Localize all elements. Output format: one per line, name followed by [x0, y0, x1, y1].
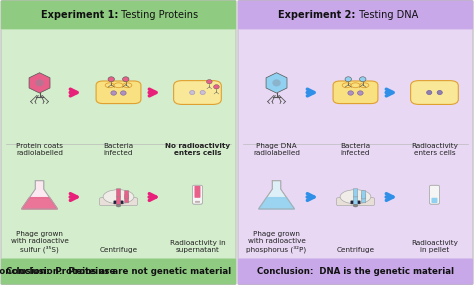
FancyBboxPatch shape: [194, 186, 201, 198]
FancyBboxPatch shape: [116, 197, 121, 205]
Ellipse shape: [214, 85, 219, 89]
Ellipse shape: [35, 79, 44, 86]
FancyBboxPatch shape: [353, 197, 358, 205]
FancyBboxPatch shape: [192, 185, 202, 204]
Ellipse shape: [28, 76, 51, 91]
Text: Centrifuge: Centrifuge: [337, 247, 374, 253]
FancyBboxPatch shape: [362, 191, 366, 199]
Ellipse shape: [207, 80, 212, 84]
Text: Testing DNA: Testing DNA: [356, 10, 418, 20]
Text: Radioactivity
in pellet: Radioactivity in pellet: [411, 240, 458, 253]
Text: Phage grown
with radioactive
sulfur (³⁵S): Phage grown with radioactive sulfur (³⁵S…: [10, 231, 68, 253]
FancyBboxPatch shape: [431, 198, 438, 203]
Ellipse shape: [111, 91, 117, 95]
Ellipse shape: [360, 83, 369, 88]
Polygon shape: [22, 181, 57, 209]
FancyBboxPatch shape: [351, 201, 360, 204]
Text: Radioactivity in
supernatant: Radioactivity in supernatant: [170, 240, 225, 253]
Circle shape: [117, 204, 120, 207]
Polygon shape: [259, 181, 294, 209]
Ellipse shape: [357, 91, 363, 95]
FancyBboxPatch shape: [173, 81, 221, 104]
Ellipse shape: [123, 83, 132, 88]
Text: Conclusion:  Proteins are not genetic material: Conclusion: Proteins are not genetic mat…: [6, 267, 231, 276]
Ellipse shape: [105, 83, 114, 88]
FancyBboxPatch shape: [337, 198, 374, 205]
Text: Experiment 2:: Experiment 2:: [278, 10, 355, 20]
Text: Conclusion:  DNA is the genetic material: Conclusion: DNA is the genetic material: [257, 267, 454, 276]
Ellipse shape: [120, 91, 126, 95]
Ellipse shape: [103, 190, 134, 204]
FancyBboxPatch shape: [195, 201, 200, 203]
FancyBboxPatch shape: [96, 81, 141, 103]
Ellipse shape: [427, 90, 432, 95]
Ellipse shape: [122, 77, 129, 82]
FancyBboxPatch shape: [238, 1, 473, 284]
FancyBboxPatch shape: [429, 185, 439, 204]
Text: Phage grown
with radioactive
phosphorus (³²P): Phage grown with radioactive phosphorus …: [246, 231, 307, 253]
Ellipse shape: [359, 77, 366, 82]
Ellipse shape: [272, 79, 281, 86]
Text: Bacteria
infected: Bacteria infected: [340, 143, 371, 156]
Ellipse shape: [345, 77, 351, 82]
FancyBboxPatch shape: [1, 1, 236, 284]
Ellipse shape: [114, 83, 123, 88]
Text: Centrifuge: Centrifuge: [100, 247, 137, 253]
Polygon shape: [259, 198, 294, 209]
Text: Phage DNA
radiolabelled: Phage DNA radiolabelled: [253, 143, 300, 156]
Text: Testing Proteins: Testing Proteins: [118, 10, 199, 20]
FancyBboxPatch shape: [100, 198, 137, 205]
Text: Bacteria
infected: Bacteria infected: [103, 143, 134, 156]
FancyBboxPatch shape: [410, 81, 458, 104]
Text: Protein coats
radiolabelled: Protein coats radiolabelled: [16, 143, 63, 156]
FancyBboxPatch shape: [116, 189, 121, 197]
Circle shape: [353, 204, 357, 207]
Ellipse shape: [437, 90, 442, 95]
Polygon shape: [29, 73, 50, 93]
Ellipse shape: [190, 90, 195, 95]
FancyBboxPatch shape: [125, 191, 129, 199]
Ellipse shape: [348, 91, 354, 95]
FancyBboxPatch shape: [238, 1, 473, 29]
FancyBboxPatch shape: [114, 201, 123, 204]
Text: Radioactivity
enters cells: Radioactivity enters cells: [411, 143, 458, 156]
FancyBboxPatch shape: [1, 258, 236, 284]
Ellipse shape: [342, 83, 351, 88]
Ellipse shape: [340, 190, 371, 204]
FancyBboxPatch shape: [362, 195, 366, 203]
Polygon shape: [22, 198, 57, 209]
Ellipse shape: [200, 90, 205, 95]
Text: No radioactivity
enters cells: No radioactivity enters cells: [165, 143, 230, 156]
FancyBboxPatch shape: [238, 258, 473, 284]
FancyBboxPatch shape: [353, 189, 358, 197]
Text: Conclusion:  Proteins are: Conclusion: Proteins are: [0, 267, 118, 276]
Ellipse shape: [265, 76, 288, 91]
Text: Experiment 1:: Experiment 1:: [41, 10, 118, 20]
Ellipse shape: [351, 83, 360, 88]
Ellipse shape: [108, 77, 115, 82]
FancyBboxPatch shape: [125, 195, 129, 203]
Polygon shape: [266, 73, 287, 93]
FancyBboxPatch shape: [1, 1, 236, 29]
FancyBboxPatch shape: [333, 81, 378, 103]
